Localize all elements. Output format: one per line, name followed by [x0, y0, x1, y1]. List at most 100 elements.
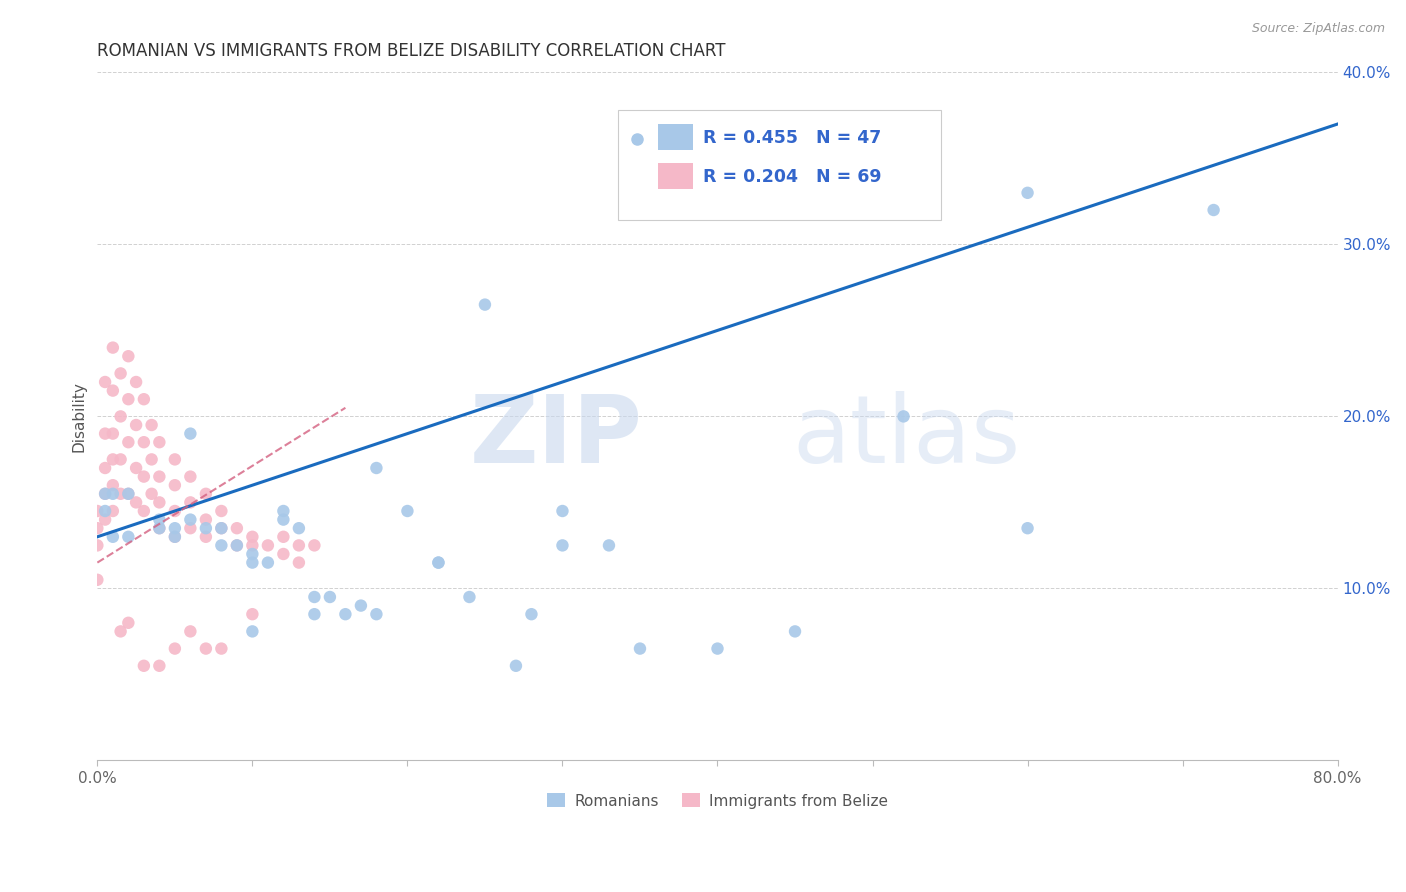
- Point: [273, 504, 295, 518]
- Point: [132, 435, 155, 450]
- Point: [110, 487, 132, 501]
- Point: [94, 426, 117, 441]
- Point: [132, 504, 155, 518]
- Point: [148, 658, 170, 673]
- Point: [706, 641, 728, 656]
- Point: [110, 624, 132, 639]
- Point: [141, 487, 163, 501]
- Point: [125, 417, 148, 432]
- Point: [125, 375, 148, 389]
- Point: [117, 530, 139, 544]
- Point: [117, 487, 139, 501]
- Point: [117, 349, 139, 363]
- Point: [163, 530, 186, 544]
- Point: [427, 556, 450, 570]
- Point: [242, 624, 264, 639]
- Y-axis label: Disability: Disability: [72, 381, 86, 452]
- Point: [288, 538, 311, 552]
- Point: [132, 469, 155, 483]
- Point: [505, 658, 527, 673]
- Point: [132, 658, 155, 673]
- Point: [94, 375, 117, 389]
- Point: [194, 487, 217, 501]
- Point: [783, 624, 806, 639]
- Point: [101, 452, 124, 467]
- Point: [117, 615, 139, 630]
- Point: [141, 417, 163, 432]
- Point: [273, 513, 295, 527]
- Point: [101, 341, 124, 355]
- Point: [893, 409, 915, 424]
- Point: [94, 461, 117, 475]
- Point: [179, 624, 201, 639]
- Point: [366, 607, 388, 622]
- Point: [179, 495, 201, 509]
- Point: [628, 641, 651, 656]
- Point: [225, 521, 247, 535]
- Point: [101, 426, 124, 441]
- Point: [350, 599, 373, 613]
- Point: [209, 521, 232, 535]
- Point: [148, 495, 170, 509]
- Point: [288, 521, 311, 535]
- Point: [396, 504, 419, 518]
- Point: [179, 521, 201, 535]
- Point: [225, 538, 247, 552]
- Point: [101, 384, 124, 398]
- Point: [117, 392, 139, 407]
- Point: [209, 538, 232, 552]
- Point: [101, 487, 124, 501]
- Point: [1017, 521, 1039, 535]
- Point: [163, 452, 186, 467]
- Point: [94, 487, 117, 501]
- Point: [117, 435, 139, 450]
- Point: [125, 461, 148, 475]
- Point: [304, 538, 326, 552]
- Point: [86, 538, 108, 552]
- Point: [132, 392, 155, 407]
- Point: [148, 513, 170, 527]
- Point: [148, 521, 170, 535]
- Point: [242, 547, 264, 561]
- Point: [458, 590, 481, 604]
- Text: ZIP: ZIP: [470, 391, 643, 483]
- Legend: Romanians, Immigrants from Belize: Romanians, Immigrants from Belize: [541, 788, 894, 814]
- Point: [335, 607, 357, 622]
- Point: [94, 487, 117, 501]
- Point: [148, 521, 170, 535]
- Point: [86, 573, 108, 587]
- Point: [110, 367, 132, 381]
- Point: [257, 556, 280, 570]
- Point: [179, 426, 201, 441]
- Point: [141, 452, 163, 467]
- Point: [242, 530, 264, 544]
- Text: Source: ZipAtlas.com: Source: ZipAtlas.com: [1251, 22, 1385, 36]
- Point: [117, 487, 139, 501]
- Point: [194, 641, 217, 656]
- Point: [225, 538, 247, 552]
- Point: [304, 607, 326, 622]
- Point: [194, 513, 217, 527]
- Point: [1017, 186, 1039, 200]
- Point: [520, 607, 543, 622]
- Point: [551, 538, 574, 552]
- Point: [163, 478, 186, 492]
- Point: [148, 469, 170, 483]
- Point: [101, 530, 124, 544]
- Point: [110, 452, 132, 467]
- Point: [101, 478, 124, 492]
- Bar: [658, 124, 693, 150]
- Point: [94, 504, 117, 518]
- Point: [194, 530, 217, 544]
- Point: [242, 556, 264, 570]
- Point: [163, 521, 186, 535]
- Point: [179, 469, 201, 483]
- Text: R = 0.204   N = 69: R = 0.204 N = 69: [703, 168, 882, 186]
- Text: ROMANIAN VS IMMIGRANTS FROM BELIZE DISABILITY CORRELATION CHART: ROMANIAN VS IMMIGRANTS FROM BELIZE DISAB…: [97, 42, 725, 60]
- Point: [242, 538, 264, 552]
- Point: [1202, 202, 1225, 217]
- Text: atlas: atlas: [792, 391, 1021, 483]
- Point: [101, 504, 124, 518]
- Point: [163, 530, 186, 544]
- Point: [125, 495, 148, 509]
